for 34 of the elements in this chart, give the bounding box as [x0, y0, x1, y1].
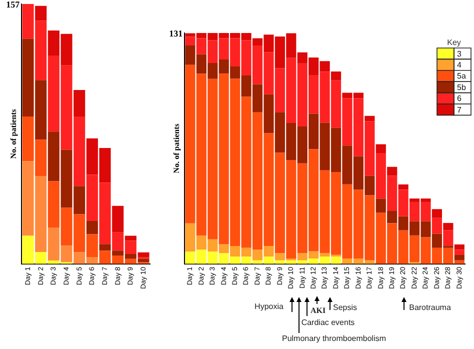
bar [443, 222, 454, 230]
legend-label: 7 [457, 105, 462, 114]
text: Sepsis [332, 303, 358, 313]
bar [398, 184, 408, 190]
bar [376, 144, 386, 154]
text: Hypoxia [254, 302, 284, 312]
text: AKI [310, 306, 326, 315]
bar [99, 244, 111, 251]
bar [454, 255, 464, 260]
bar [86, 220, 98, 234]
text: Pulmonary thromboembolism [282, 334, 386, 344]
legend-label: 5a [457, 72, 466, 81]
bar [364, 116, 375, 122]
y-axis-title: No. of patients [8, 109, 18, 159]
legend-label: 6 [457, 94, 462, 104]
bar [138, 252, 150, 258]
text: 157 [6, 0, 20, 10]
bar [454, 244, 464, 250]
bar [138, 258, 150, 262]
legend-title: Key [447, 38, 461, 48]
bar [454, 250, 464, 256]
bar [35, 6, 47, 21]
bar [432, 209, 442, 218]
bar [124, 236, 136, 241]
bar [387, 166, 398, 176]
legend-label: 3 [457, 49, 462, 58]
text: 131 [169, 28, 184, 38]
legend-label: 4 [457, 60, 462, 70]
y-axis-title: No. of patients [172, 124, 181, 174]
bar [112, 206, 124, 232]
legend-label: 5b [457, 82, 466, 92]
bar [74, 90, 86, 117]
text: Barotrauma [409, 303, 451, 313]
text: Cardiac events [301, 318, 355, 328]
